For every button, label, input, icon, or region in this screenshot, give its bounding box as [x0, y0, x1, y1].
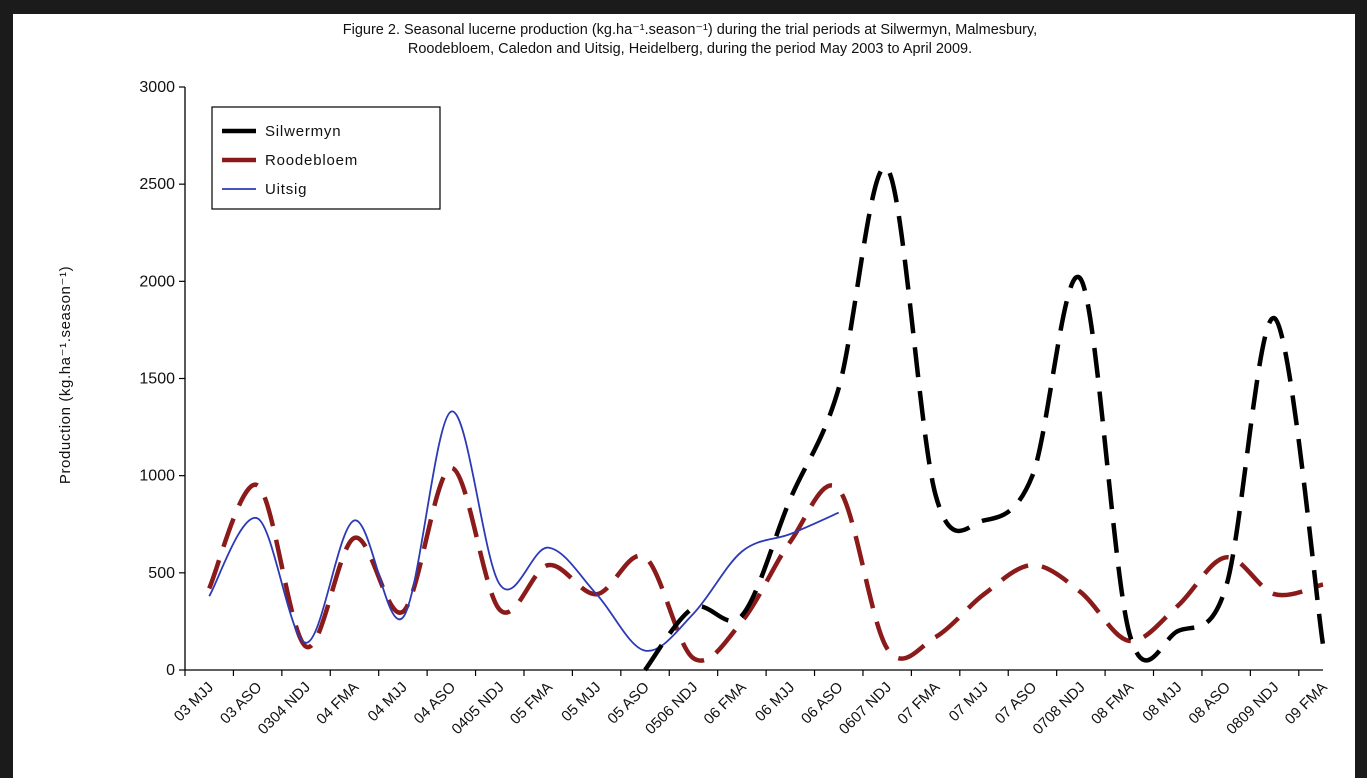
series-line-uitsig [208, 410, 840, 652]
x-tick-label: 06 MJJ [752, 679, 798, 725]
y-tick-label: 2500 [139, 176, 175, 193]
x-tick-label: 04 ASO [411, 679, 460, 728]
x-tick-label: 09 FMA [1282, 679, 1331, 728]
x-tick-label: 03 ASO [217, 679, 266, 728]
chart-title-line-1: Figure 2. Seasonal lucerne production (k… [343, 22, 1037, 38]
x-tick-label: 04 MJJ [365, 679, 411, 725]
series-line-roodebloem [207, 465, 1324, 663]
series-group [207, 165, 1326, 672]
chart-title-line-2: Roodebloem, Caledon and Uitsig, Heidelbe… [408, 41, 972, 57]
y-tick-label: 1500 [139, 371, 175, 388]
x-tick-label: 03 MJJ [171, 679, 217, 725]
x-tick-label: 06 ASO [798, 679, 847, 728]
y-tick-label: 500 [148, 565, 175, 582]
x-tick-label: 07 FMA [894, 679, 943, 728]
legend-label-roodebloem: Roodebloem [265, 152, 358, 169]
x-tick-label: 05 MJJ [558, 679, 604, 725]
x-tick-label: 08 FMA [1088, 679, 1137, 728]
y-axis-title: Production (kg.ha⁻¹.season⁻¹) [57, 266, 74, 484]
x-tick-label: 0506 NDJ [642, 679, 701, 738]
x-tick-label: 04 FMA [313, 679, 362, 728]
y-tick-label: 1000 [139, 468, 175, 485]
y-tick-label: 2000 [139, 273, 175, 290]
legend-label-silwermyn: Silwermyn [265, 123, 341, 140]
x-tick-label: 06 FMA [701, 679, 750, 728]
legend-label-uitsig: Uitsig [265, 181, 307, 198]
x-tick-label: 07 ASO [992, 679, 1041, 728]
x-tick-label: 0809 NDJ [1223, 679, 1282, 738]
x-tick-label: 08 MJJ [1139, 679, 1185, 725]
y-tick-label: 0 [166, 662, 175, 679]
y-tick-label: 3000 [139, 79, 175, 96]
x-tick-label: 0304 NDJ [255, 679, 314, 738]
x-tick-label: 07 MJJ [946, 679, 992, 725]
x-tick-label: 0708 NDJ [1030, 679, 1089, 738]
x-tick-label: 0607 NDJ [836, 679, 895, 738]
x-tick-label: 08 ASO [1185, 679, 1234, 728]
x-tick-label: 0405 NDJ [448, 679, 507, 738]
x-tick-label: 05 ASO [604, 679, 653, 728]
x-tick-label: 05 FMA [507, 679, 556, 728]
legend: Silwermyn Roodebloem Uitsig [211, 106, 441, 210]
